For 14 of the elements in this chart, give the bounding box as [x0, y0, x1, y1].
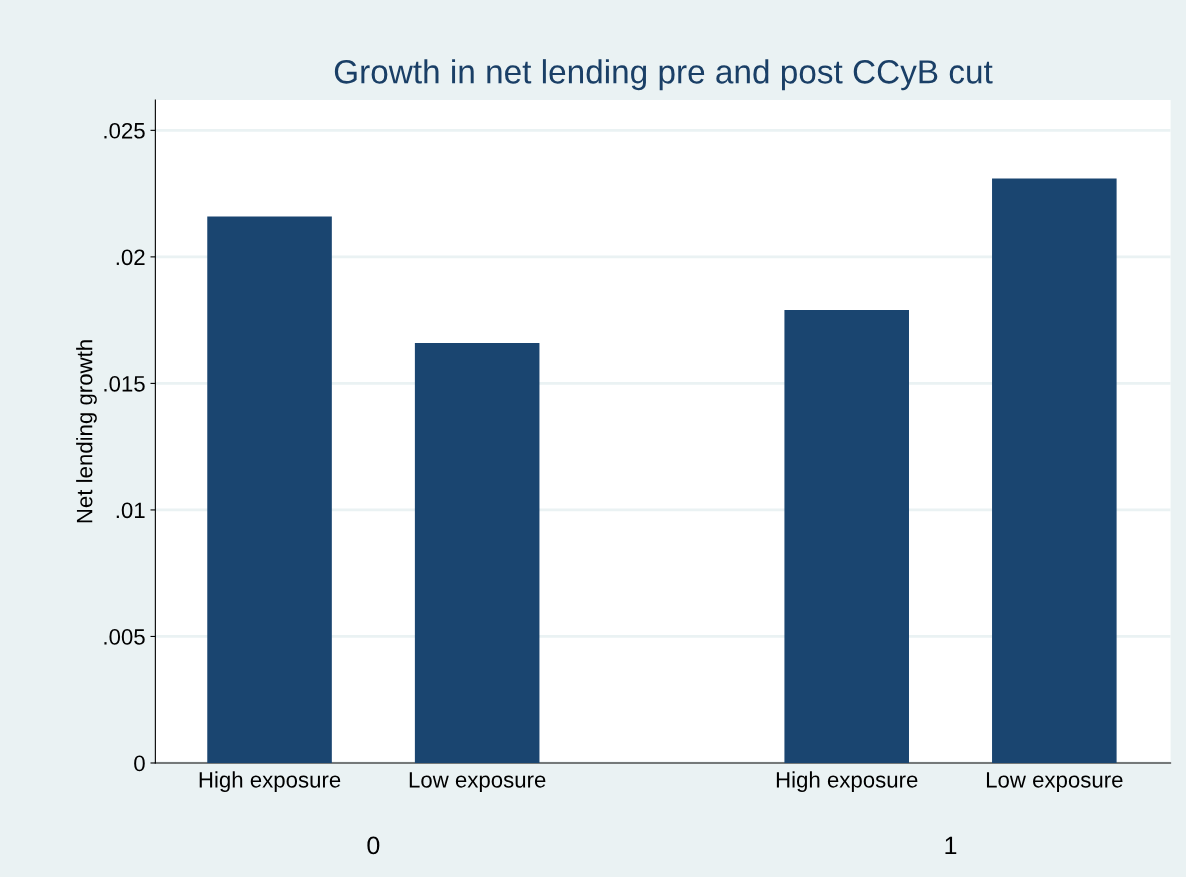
y-tick-label: .01 [116, 502, 145, 519]
x-tick-label: High exposure [776, 771, 918, 793]
y-tick-label: .005 [104, 629, 145, 645]
y-tick-label: .02 [116, 249, 145, 266]
y-tick-label: .015 [104, 375, 145, 392]
x-tick-label: Low exposure [409, 772, 546, 793]
text: 1 [945, 836, 957, 855]
y-axis-title: Net lending growth [76, 340, 97, 523]
y-tick-label: 0 [134, 755, 145, 772]
x-tick-label: High exposure [199, 771, 341, 793]
x-tick-label: Low exposure [986, 772, 1123, 793]
y-tick-label: .025 [104, 122, 145, 139]
chart-title: Growth in net lending pre and post CCyB cut [334, 59, 993, 91]
text: 0 [367, 836, 380, 855]
